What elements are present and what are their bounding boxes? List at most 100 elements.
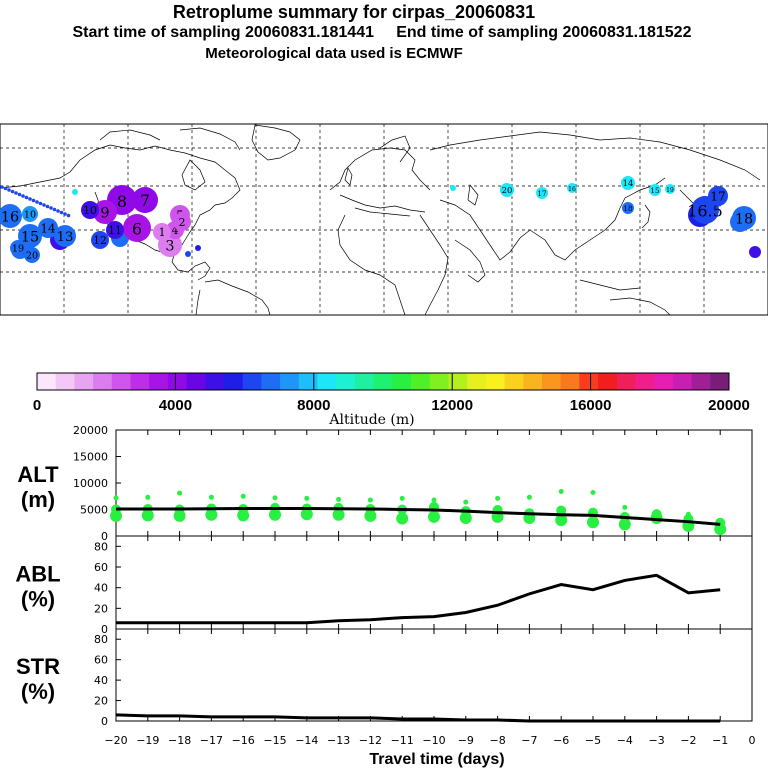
plume-day-label: 14 — [40, 222, 56, 236]
plume-day-label: 19 — [12, 244, 24, 255]
colorbar-cell — [373, 373, 393, 390]
colorbar-cell — [74, 373, 94, 390]
alt-dot — [463, 499, 469, 505]
colorbar-cell — [354, 373, 375, 390]
plume-marker — [132, 187, 158, 213]
alt-dot — [428, 510, 440, 523]
x-tick-label: −4 — [617, 734, 633, 747]
plume-marker — [24, 247, 40, 263]
colorbar-cell — [523, 373, 543, 390]
alt-dot — [399, 495, 405, 501]
colorbar-cell — [691, 373, 711, 390]
alt-dot — [396, 512, 409, 525]
x-tick-label: −12 — [359, 734, 382, 747]
plume-dot — [38, 201, 43, 206]
plume-day-label: 7 — [140, 192, 150, 210]
colorbar-cell — [167, 373, 188, 390]
chart-title: Retroplume summary for cirpas_20060831 — [172, 2, 536, 22]
plume-day-label: 2 — [179, 216, 186, 229]
plume-day-label: 16 — [1, 209, 19, 225]
y-tick-label: 0 — [101, 623, 108, 636]
plume-day-label: 4 — [172, 224, 179, 237]
meteo-data-note: Meteorological data used is ECMWF — [205, 45, 463, 62]
colorbar-cell — [560, 373, 580, 390]
plume-marker — [536, 187, 548, 199]
y-tick-label: 60 — [94, 654, 108, 667]
plume-dot — [42, 203, 46, 207]
coastlines — [0, 124, 761, 316]
plume-marker — [123, 214, 151, 242]
plume-dot — [59, 210, 64, 215]
colorbar-cell — [598, 373, 618, 390]
plume-dot — [56, 209, 60, 213]
y-tick-label: 15000 — [73, 451, 108, 464]
plume-dot — [52, 207, 57, 212]
plume-marker — [708, 186, 728, 206]
x-tick-label: −16 — [232, 734, 255, 747]
plume-dot — [63, 212, 67, 216]
str-line — [115, 713, 721, 723]
x-tick-label: −18 — [168, 734, 191, 747]
x-tick-label: −15 — [263, 734, 286, 747]
x-axis-label: Travel time (days) — [369, 751, 504, 768]
plume-day-label: 19 — [666, 187, 674, 194]
x-tick-label: −3 — [648, 734, 664, 747]
plume-day-label: 10 — [24, 210, 36, 221]
alt-dot — [558, 488, 564, 494]
panel-abl: 0 20 40 60 80 ABL(%) — [15, 535, 753, 636]
y-tick-label: 80 — [94, 633, 108, 646]
plume-day-label: 6 — [132, 219, 142, 238]
alt-dot — [205, 508, 218, 521]
plume-day-label: 17 — [710, 190, 725, 204]
alt-dot — [300, 508, 313, 521]
alt-dot — [332, 508, 345, 521]
plume-day-label: 15 — [650, 186, 660, 195]
plume-dot — [49, 206, 53, 210]
x-tick-label: −13 — [327, 734, 350, 747]
alt-dot — [336, 496, 342, 502]
alt-dot — [240, 493, 246, 499]
x-tick-label: −17 — [200, 734, 223, 747]
alt-dot — [113, 495, 119, 501]
colorbar-cell — [317, 373, 337, 390]
alt-dot — [587, 516, 599, 529]
plume-day-label: 16 — [568, 186, 576, 193]
x-tick-label: −8 — [489, 734, 505, 747]
colorbar-cell — [205, 373, 225, 390]
plume-marker — [38, 218, 58, 238]
alt-dot — [431, 497, 437, 503]
panel-ylabel-unit: (%) — [21, 587, 55, 612]
panel-frame — [115, 628, 753, 722]
plume-marker — [81, 201, 99, 219]
panel-ylabel: STR — [16, 654, 60, 679]
colorbar-cell — [485, 373, 506, 390]
y-tick-label: 10000 — [73, 477, 108, 490]
x-tick-label: −10 — [422, 734, 445, 747]
colorbar-cell — [280, 373, 300, 390]
plume-marker — [93, 200, 117, 224]
alt-dot — [618, 518, 631, 531]
plume-dot — [66, 213, 71, 218]
retroplume-markers: 8796534121112101314151618101920201716141… — [0, 176, 761, 263]
altitude-colorbar: 0 4000 8000 12000 16000 20000 Altitude (m) — [33, 372, 750, 428]
colorbar-cell — [111, 373, 132, 390]
colorbar-tick-label: 16000 — [570, 397, 612, 414]
alt-dot — [110, 509, 122, 522]
colorbar-cell — [616, 373, 636, 390]
plume-day-label: 18 — [735, 211, 753, 227]
plume-day-label: 8 — [117, 192, 127, 211]
x-tick-label: −2 — [680, 734, 696, 747]
alt-dot — [237, 509, 250, 522]
plume-marker — [153, 223, 171, 241]
colorbar-cell — [242, 373, 262, 390]
plume-marker — [649, 184, 661, 196]
plume-marker — [91, 231, 109, 249]
plume-day-label: 1 — [159, 226, 166, 239]
plume-dot — [17, 192, 22, 197]
y-tick-label: 0 — [101, 530, 108, 543]
y-tick-label: 5000 — [80, 504, 108, 517]
colorbar-cell — [429, 373, 449, 390]
colorbar-tick-label: 4000 — [159, 397, 192, 414]
alt-dot — [622, 504, 628, 510]
y-tick-label: 60 — [94, 561, 108, 574]
